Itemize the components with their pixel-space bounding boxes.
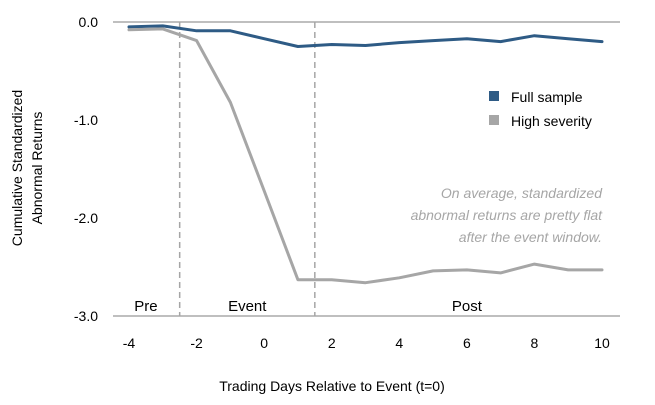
y-tick-label: 0.0	[79, 14, 99, 30]
y-axis-title: Cumulative Standardized Abnormal Returns	[9, 90, 45, 246]
period-label-event: Event	[228, 298, 267, 315]
y-tick-label: -3.0	[74, 308, 98, 324]
x-tick-label: 6	[463, 335, 471, 351]
x-tick-label: -4	[123, 335, 136, 351]
y-tick-labels: 0.0 -1.0 -2.0 -3.0	[74, 14, 98, 324]
y-tick-label: -2.0	[74, 210, 98, 226]
period-dividers	[178, 22, 316, 316]
legend-swatch-high-severity	[489, 115, 499, 125]
x-tick-label: 8	[531, 335, 539, 351]
legend-swatch-full-sample	[489, 91, 499, 101]
x-tick-label: -2	[190, 335, 203, 351]
annotation-line-2: abnormal returns are pretty flat	[411, 207, 604, 223]
y-axis-title-line-2: Abnormal Returns	[29, 112, 45, 225]
legend-label-high-severity: High severity	[511, 113, 592, 129]
series-line-full-sample	[127, 24, 604, 48]
series-line-high-severity	[127, 27, 604, 285]
annotation: On average, standardized abnormal return…	[411, 185, 604, 245]
x-tick-label: 4	[395, 335, 403, 351]
y-tick-label: -1.0	[74, 112, 98, 128]
legend: Full sample High severity	[489, 89, 592, 129]
x-tick-labels: -4 -2 0 2 4 6 8 10	[123, 335, 610, 351]
period-label-pre: Pre	[134, 298, 157, 315]
period-label-post: Post	[452, 298, 483, 315]
legend-label-full-sample: Full sample	[511, 89, 583, 105]
period-labels: Pre Event Post	[134, 298, 482, 315]
x-tick-label: 2	[328, 335, 336, 351]
x-tick-label: 10	[594, 335, 610, 351]
y-axis-title-line-1: Cumulative Standardized	[9, 90, 25, 246]
annotation-line-1: On average, standardized	[441, 185, 603, 201]
annotation-line-3: after the event window.	[459, 229, 602, 245]
x-axis-title: Trading Days Relative to Event (t=0)	[219, 378, 445, 394]
x-tick-label: 0	[260, 335, 268, 351]
series-lines	[127, 24, 604, 285]
